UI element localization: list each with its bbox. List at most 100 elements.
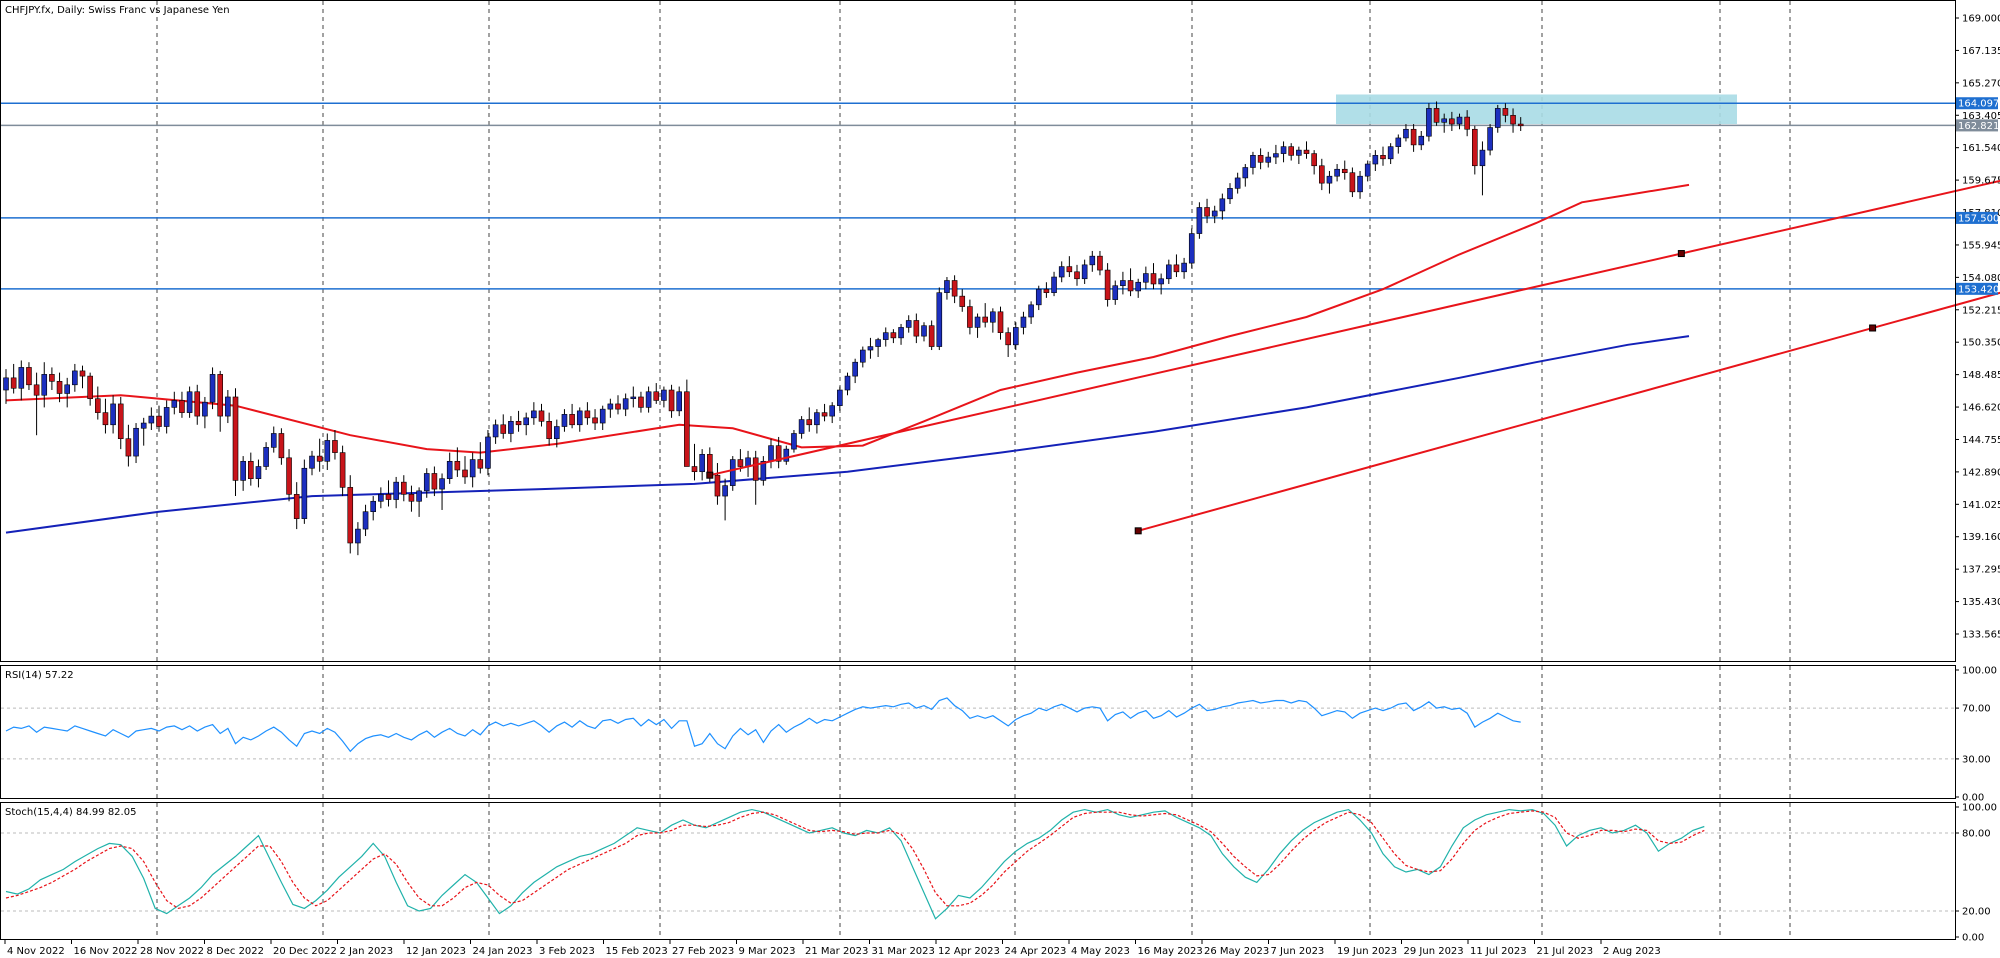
candle <box>1372 150 1379 171</box>
candle <box>829 402 836 424</box>
price-tick-label: 165.270 <box>1962 78 2000 89</box>
candle <box>95 386 101 420</box>
candle-body <box>1257 155 1264 163</box>
candle-body <box>936 292 943 347</box>
candle-body <box>500 424 507 434</box>
candle <box>1219 193 1226 220</box>
candle-body <box>821 412 828 417</box>
candle <box>1334 164 1340 182</box>
candle <box>1517 117 1524 131</box>
candle <box>56 372 63 403</box>
candle <box>1043 282 1050 298</box>
candle-body <box>1051 276 1057 293</box>
candle <box>599 405 606 430</box>
candle-body <box>1158 278 1164 285</box>
candle <box>1326 170 1333 194</box>
candle <box>783 445 790 465</box>
candle-body <box>783 448 790 462</box>
candle <box>1035 285 1042 311</box>
candle-body <box>1319 165 1325 184</box>
candle-body <box>1280 146 1287 154</box>
candle <box>309 450 315 476</box>
moving-averages <box>5 183 1690 534</box>
candle-body <box>1227 188 1233 200</box>
candle-body <box>737 459 744 467</box>
time-tick-label: 24 Apr 2023 <box>1005 946 1067 957</box>
candle <box>1364 160 1371 182</box>
price-tick-label: 154.080 <box>1962 273 2000 284</box>
candle <box>1341 160 1348 180</box>
level-price-box <box>1956 211 1998 224</box>
candle-body <box>1188 233 1195 264</box>
ma-line-ma200 <box>5 335 1690 534</box>
candle <box>714 463 721 505</box>
candle-body <box>1043 288 1050 293</box>
candle-body <box>561 414 568 427</box>
candle <box>645 386 652 413</box>
candle <box>400 475 407 502</box>
candle <box>1433 101 1440 126</box>
trendlines[interactable] <box>706 34 2000 535</box>
candle <box>508 416 514 443</box>
candle <box>1066 256 1073 278</box>
candle <box>1150 263 1157 290</box>
candle-body <box>232 396 239 481</box>
time-tick-label: 12 Jan 2023 <box>406 946 466 957</box>
candle <box>1502 103 1509 123</box>
candle-body <box>163 407 170 427</box>
candle <box>148 407 155 430</box>
candle <box>1303 141 1310 159</box>
candle-body <box>378 494 384 502</box>
candle-body <box>1112 285 1119 300</box>
rsi-tick-label: 70.00 <box>1962 704 1991 715</box>
candle-body <box>645 391 652 408</box>
price-tick-label: 135.430 <box>1962 597 2000 608</box>
candle <box>232 388 239 497</box>
candle <box>936 287 943 351</box>
candle <box>722 478 728 521</box>
candle-body <box>332 440 338 453</box>
trendline-anchor <box>1869 324 1877 332</box>
time-tick-label: 31 Mar 2023 <box>872 946 935 957</box>
candle <box>921 322 927 342</box>
candle <box>41 362 48 408</box>
candle <box>179 391 185 418</box>
price-tick-label: 161.540 <box>1962 143 2000 154</box>
candle-body <box>584 410 591 419</box>
candle <box>661 386 667 408</box>
candle <box>332 429 338 460</box>
candle-body <box>699 454 705 473</box>
candle <box>278 428 285 465</box>
candle <box>905 315 912 333</box>
candle-body <box>951 280 958 297</box>
price-tick-label: 141.025 <box>1962 500 2000 511</box>
candle <box>531 402 537 425</box>
candle-body <box>928 325 935 347</box>
candle-body <box>837 389 843 406</box>
candle-body <box>423 473 430 492</box>
candle <box>485 429 491 476</box>
candle-body <box>691 466 698 473</box>
candle-body <box>622 398 629 410</box>
time-tick-label: 7 Jun 2023 <box>1271 946 1325 957</box>
candle <box>209 367 216 410</box>
candle <box>370 496 377 521</box>
candle-body <box>148 415 155 424</box>
candle-body <box>676 391 683 412</box>
price-tick-label: 159.675 <box>1962 176 2000 187</box>
horizontal-levels[interactable] <box>1 102 1955 290</box>
candle-body <box>248 460 254 479</box>
level-price-box <box>1956 282 1998 295</box>
candle-body <box>293 494 300 519</box>
rsi-tick-label: 0.00 <box>1962 793 1984 804</box>
price-axis: 169.000 167.135 165.270 163.405 161.540 159.6… <box>1955 14 2000 641</box>
candle <box>1403 124 1409 142</box>
candle <box>408 485 415 512</box>
candle <box>263 442 269 470</box>
candle <box>928 320 935 351</box>
candle <box>607 398 614 418</box>
candle-body <box>416 490 422 502</box>
candle-body <box>729 459 736 486</box>
candle <box>982 303 989 328</box>
